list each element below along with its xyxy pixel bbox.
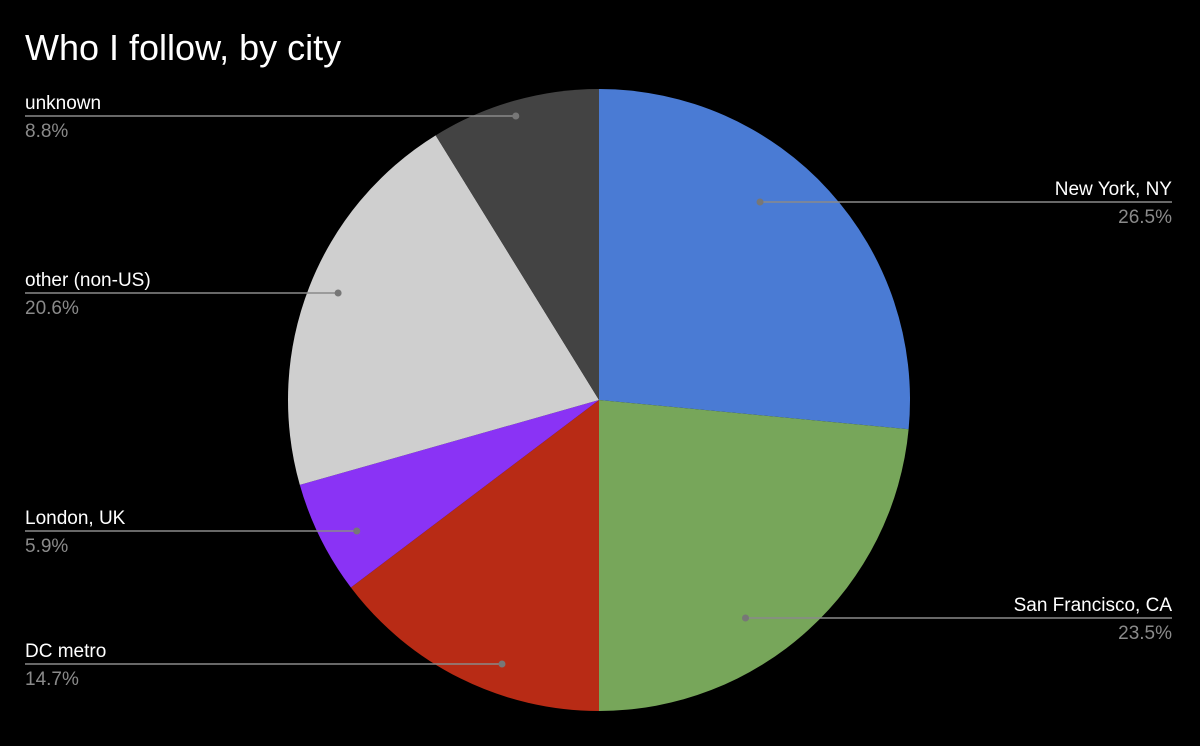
- pie-slice-new-york-ny: [599, 89, 911, 430]
- pie-slice-san-francisco-ca: [599, 400, 909, 711]
- pie-slice-dc-metro: [350, 400, 599, 711]
- slice-value-dc-metro: 14.7%: [25, 669, 79, 690]
- slice-label-london-uk: London, UK: [25, 508, 126, 529]
- slice-value-unknown: 8.8%: [25, 121, 68, 142]
- pie-slice-other-non-us: [287, 135, 599, 485]
- slice-value-san-francisco-ca: 23.5%: [1118, 623, 1172, 644]
- pie-slices: [287, 89, 911, 711]
- leader-dot-unknown: [512, 112, 520, 120]
- slice-value-london-uk: 5.9%: [25, 536, 68, 557]
- slice-value-new-york-ny: 26.5%: [1118, 207, 1172, 228]
- slice-label-other-non-us: other (non-US): [25, 270, 151, 291]
- pie-slice-london-uk: [299, 400, 599, 588]
- leader-dot-san-francisco-ca: [742, 614, 750, 622]
- slice-label-new-york-ny: New York, NY: [1055, 179, 1173, 200]
- slice-label-dc-metro: DC metro: [25, 641, 106, 662]
- slice-value-other-non-us: 20.6%: [25, 298, 79, 319]
- leader-dot-other-non-us: [334, 289, 342, 297]
- chart-title: Who I follow, by city: [25, 27, 341, 68]
- slice-labels: New York, NY 26.5% San Francisco, CA 23.5% D…: [25, 93, 1172, 690]
- leader-dot-new-york-ny: [756, 198, 764, 206]
- leader-dot-dc-metro: [498, 660, 506, 668]
- leader-dot-london-uk: [353, 527, 361, 535]
- slice-label-unknown: unknown: [25, 93, 101, 114]
- pie-slice-unknown: [435, 89, 599, 400]
- slice-label-san-francisco-ca: San Francisco, CA: [1014, 595, 1173, 616]
